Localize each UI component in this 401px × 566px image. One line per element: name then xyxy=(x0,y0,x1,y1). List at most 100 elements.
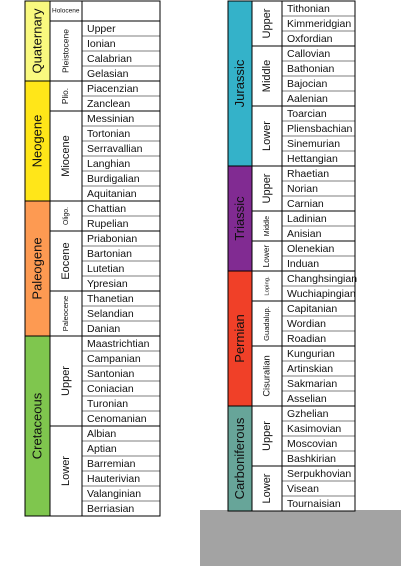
stage-label: Changhsingian xyxy=(287,273,357,285)
stage-label: Albian xyxy=(87,428,116,440)
epoch-label: Lower xyxy=(261,244,271,267)
epoch-cell xyxy=(251,465,283,512)
stage-label: Oxfordian xyxy=(287,33,333,45)
period-label: Quaternary xyxy=(29,8,44,74)
stage-label: Gzhelian xyxy=(287,408,329,420)
epoch-label: Upper xyxy=(60,366,72,396)
stage-label: Ypresian xyxy=(87,278,128,290)
stage-label: Visean xyxy=(287,483,319,495)
period-label: Neogene xyxy=(29,115,44,168)
epoch-label: Cisuralian xyxy=(261,355,271,396)
stage-label: Cenomanian xyxy=(87,413,147,425)
stage-label: Tournaisian xyxy=(287,498,341,510)
stage-label: Sinemurian xyxy=(287,138,340,150)
epoch-label: Middle xyxy=(264,216,271,236)
epoch-cell xyxy=(251,300,283,347)
stage-label: Asselian xyxy=(287,393,327,405)
stage-label: Tortonian xyxy=(87,128,130,140)
stage-label: Roadian xyxy=(287,333,326,345)
epoch-label: Loping. xyxy=(265,276,271,296)
stage-label: Barremian xyxy=(87,458,136,470)
stage-label: Wordian xyxy=(287,318,326,330)
stage-label: Bajocian xyxy=(287,78,327,90)
epoch-label: Guadalup. xyxy=(262,306,271,341)
stage-label: Ladinian xyxy=(287,213,327,225)
stage-label: Lutetian xyxy=(87,263,125,275)
epoch-cell xyxy=(49,425,83,517)
stage-label: Zanclean xyxy=(87,98,130,110)
stage-label: Kimmeridgian xyxy=(287,18,351,30)
stage-label: Kungurian xyxy=(287,348,335,360)
epoch-label: Lower xyxy=(60,456,72,486)
epoch-label: Eocene xyxy=(60,242,72,279)
epoch-label: Upper xyxy=(261,8,273,38)
stage-label: Maastrichtian xyxy=(87,338,150,350)
stage-label: Capitanian xyxy=(287,303,337,315)
period-label: Permian xyxy=(232,314,247,362)
stage-label: Thanetian xyxy=(87,293,134,305)
stage-label: Selandian xyxy=(87,308,134,320)
stage-cell xyxy=(281,300,356,347)
period-label: Cretaceous xyxy=(29,392,44,459)
stage-cell xyxy=(81,290,161,337)
stage-label: Bashkirian xyxy=(287,453,336,465)
epoch-cell xyxy=(251,45,283,107)
epoch-label: Miocene xyxy=(60,135,72,177)
epoch-label: Lower xyxy=(261,121,273,151)
stage-label: Langhian xyxy=(87,158,130,170)
stage-label: Danian xyxy=(87,323,120,335)
stage-label: Messinian xyxy=(87,113,134,125)
stage-label: Santonian xyxy=(87,368,134,380)
stage-label: Olenekian xyxy=(287,243,334,255)
period-cell xyxy=(227,0,253,167)
period-cell xyxy=(24,200,51,337)
stage-label: Carnian xyxy=(287,198,324,210)
stage-label: Campanian xyxy=(87,353,141,365)
stage-label: Aptian xyxy=(87,443,117,455)
epoch-label: Pleistocene xyxy=(60,29,70,73)
epoch-cell xyxy=(49,335,83,427)
period-cell xyxy=(227,405,253,512)
epoch-cell xyxy=(49,20,83,82)
stage-label: Wuchiapingian xyxy=(287,288,356,300)
stage-label: Gelasian xyxy=(87,68,129,80)
base-block xyxy=(200,510,401,566)
period-cell xyxy=(24,0,51,82)
period-cell xyxy=(24,80,51,202)
stage-label: Coniacian xyxy=(87,383,134,395)
stage-label: Bartonian xyxy=(87,248,132,260)
stage-label: Aquitanian xyxy=(87,188,137,200)
epoch-label: Upper xyxy=(261,421,273,451)
stage-label: Chattian xyxy=(87,203,126,215)
stage-label: Bathonian xyxy=(287,63,334,75)
stage-label: Upper xyxy=(87,23,116,35)
period-label: Jurassic xyxy=(232,59,247,107)
stage-label: Serravallian xyxy=(87,143,143,155)
epoch-label: Middle xyxy=(261,60,273,92)
stage-label: Pliensbachian xyxy=(287,123,353,135)
epoch-cell xyxy=(49,230,83,292)
stage-label: Kasimovian xyxy=(287,423,341,435)
epoch-label: Lower xyxy=(261,473,273,503)
period-label: Carboniferous xyxy=(232,417,247,499)
period-label: Paleogene xyxy=(29,237,44,299)
stage-label: Berriasian xyxy=(87,503,134,515)
stage-cell xyxy=(281,465,356,512)
period-cell xyxy=(24,335,51,517)
period-label: Triassic xyxy=(232,196,247,241)
stage-label: Sakmarian xyxy=(287,378,337,390)
stage-label: Priabonian xyxy=(87,233,137,245)
stage-label: Rupelian xyxy=(87,218,129,230)
stage-label: Burdigalian xyxy=(87,173,140,185)
stage-label: Ionian xyxy=(87,38,116,50)
stage-label: Norian xyxy=(287,183,318,195)
stage-label: Hettangian xyxy=(287,153,338,165)
stage-label: Calabrian xyxy=(87,53,132,65)
stage-label: Toarcian xyxy=(287,108,327,120)
stage-cell xyxy=(81,0,161,22)
stage-label: Turonian xyxy=(87,398,128,410)
epoch-label: Upper xyxy=(261,173,273,203)
stage-label: Valanginian xyxy=(87,488,141,500)
epoch-label: Plio. xyxy=(60,88,70,104)
